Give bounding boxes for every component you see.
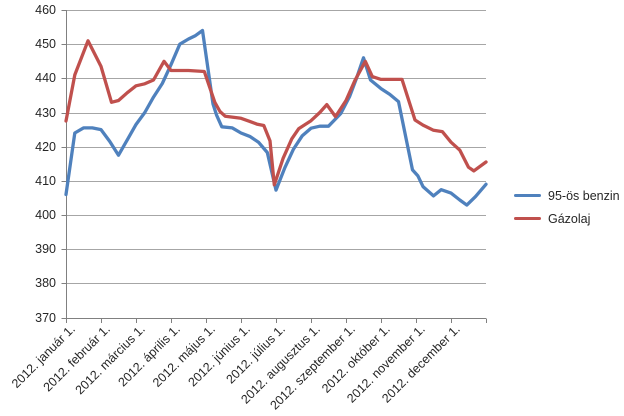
- y-axis-label: 420: [35, 139, 56, 154]
- y-axis-label: 430: [35, 105, 56, 120]
- legend: 95-ös benzin Gázolaj: [514, 184, 620, 230]
- legend-item-benzin: 95-ös benzin: [514, 184, 620, 207]
- y-axis-label: 440: [35, 71, 56, 86]
- y-axis-label: 450: [35, 37, 56, 52]
- legend-label-gazolaj: Gázolaj: [548, 211, 591, 226]
- series-line-gazolaj: [64, 39, 488, 187]
- y-axis-label: 410: [35, 173, 56, 188]
- legend-label-benzin: 95-ös benzin: [548, 188, 620, 203]
- legend-item-gazolaj: Gázolaj: [514, 207, 620, 230]
- y-axis-label: 460: [35, 3, 56, 17]
- y-axis-label: 390: [35, 242, 56, 257]
- y-axis-label: 380: [35, 276, 56, 291]
- y-axis-label: 370: [35, 310, 56, 325]
- legend-swatch-gazolaj-line: [514, 216, 541, 221]
- legend-swatch-benzin-line: [514, 193, 541, 198]
- y-axis-label: 400: [35, 208, 56, 222]
